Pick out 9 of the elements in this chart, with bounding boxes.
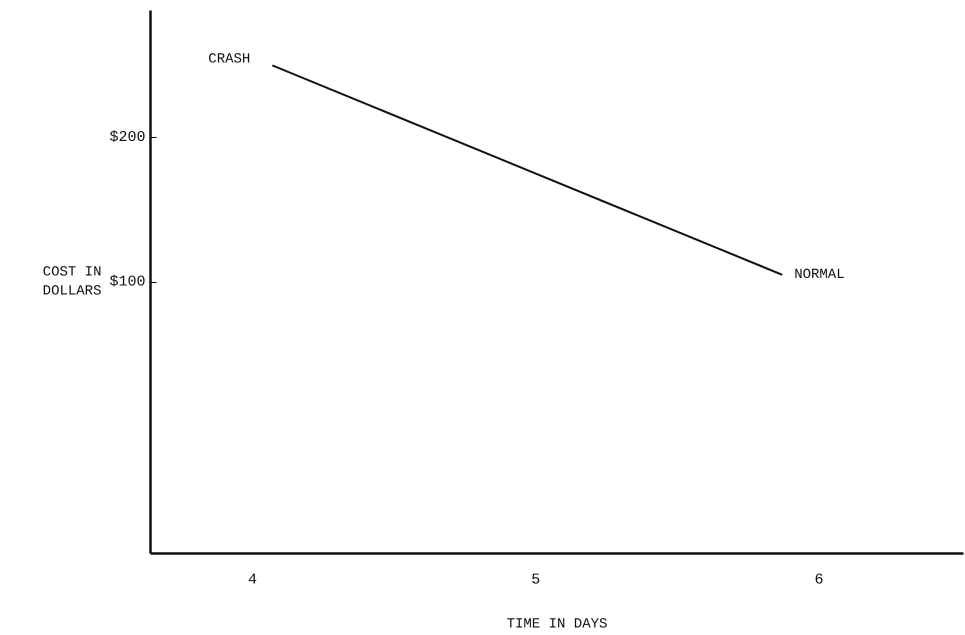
annotation: NORMAL <box>794 266 845 283</box>
annotation: CRASH <box>208 51 250 68</box>
x-tick-label: 5 <box>531 572 540 588</box>
x-tick-label: 6 <box>814 572 824 588</box>
y-axis-title: COST IN DOLLARS <box>42 264 102 300</box>
x-axis-title: TIME IN DAYS <box>506 616 608 632</box>
x-tick-label: 4 <box>248 572 257 588</box>
y-tick-label: $200 <box>109 129 146 146</box>
y-tick-label: $100 <box>109 274 146 290</box>
